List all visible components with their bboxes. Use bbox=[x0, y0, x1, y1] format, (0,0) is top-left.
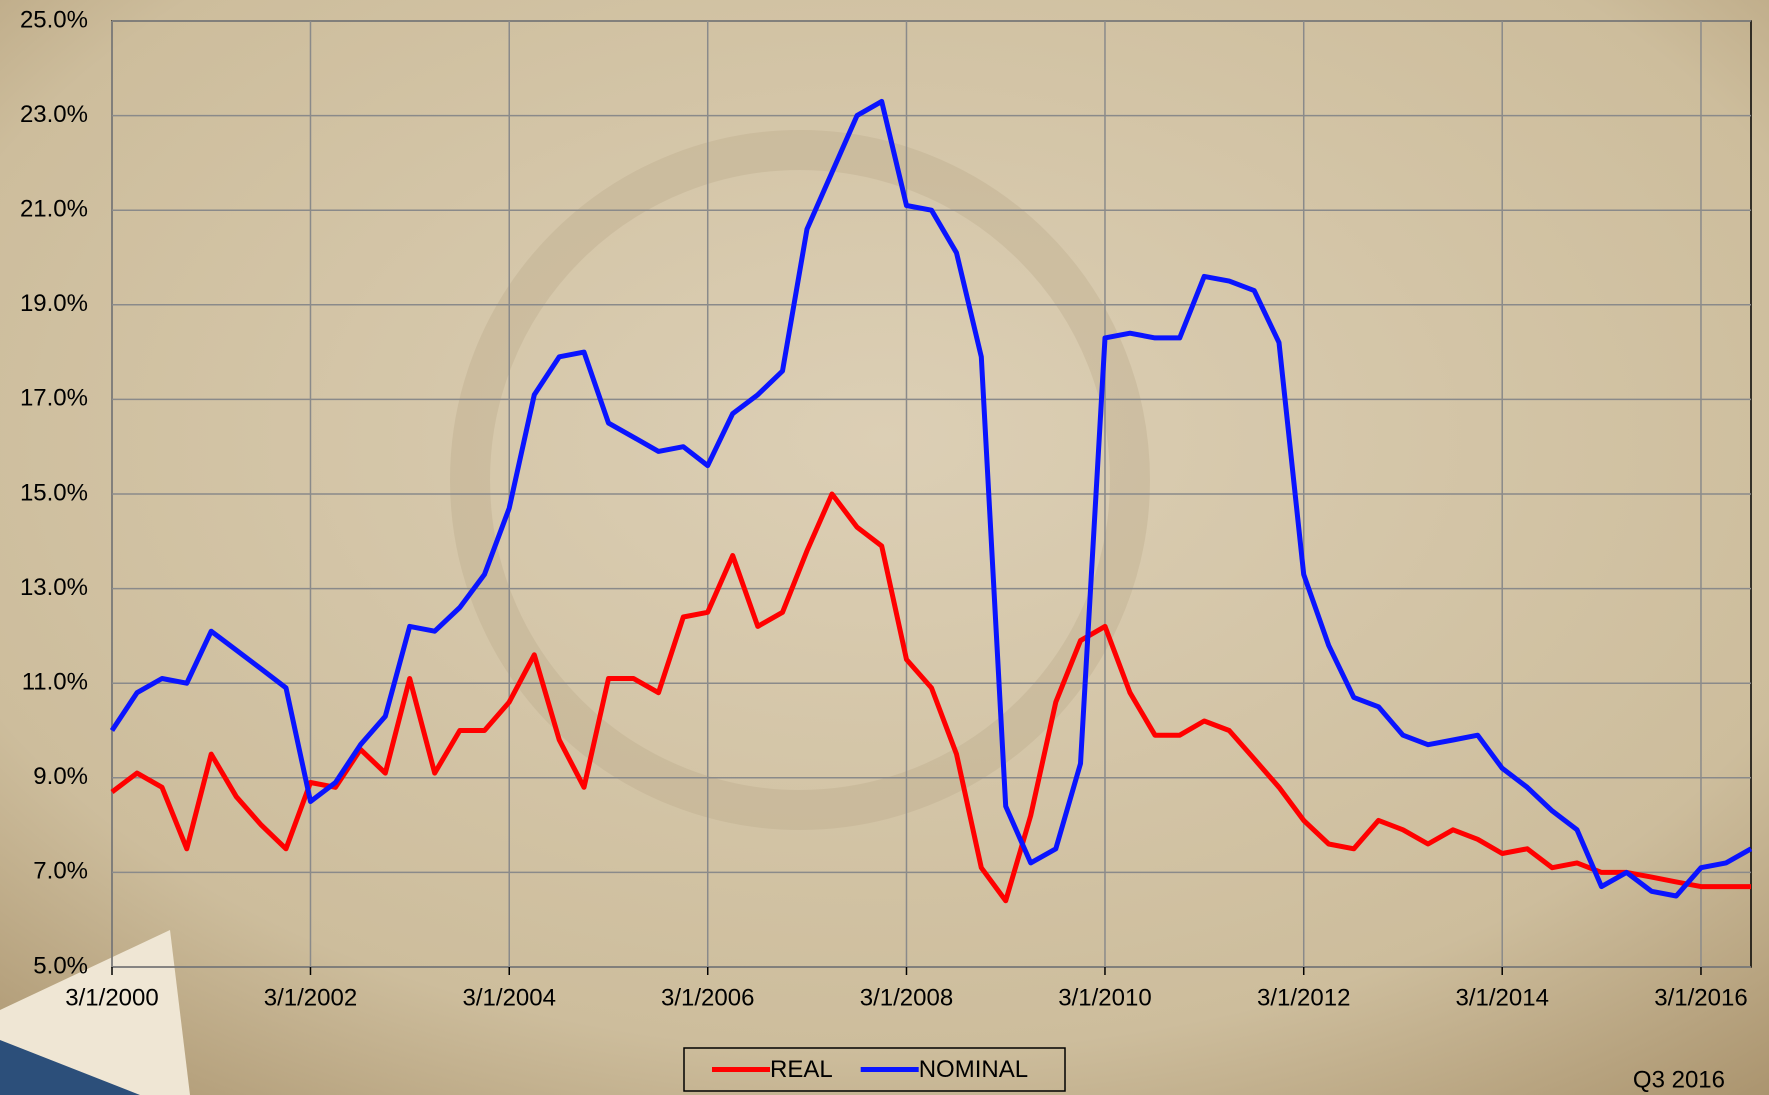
y-tick-label: 13.0% bbox=[20, 574, 88, 601]
legend-label: REAL bbox=[770, 1056, 833, 1083]
y-tick-label: 9.0% bbox=[33, 763, 88, 790]
y-tick-label: 23.0% bbox=[20, 101, 88, 128]
x-tick-label: 3/1/2002 bbox=[264, 984, 357, 1011]
y-tick-label: 19.0% bbox=[20, 290, 88, 317]
y-tick-label: 7.0% bbox=[33, 858, 88, 885]
chart: Q3 2016 5.0% 7.0% 9.0% 11.0% 13.0% 15.0% 17.0%… bbox=[0, 0, 1769, 1095]
x-tick-label: 3/1/2016 bbox=[1654, 984, 1747, 1011]
legend-label: NOMINAL bbox=[919, 1056, 1028, 1083]
annotation: Q3 2016 bbox=[1633, 1066, 1725, 1093]
y-tick-label: 21.0% bbox=[20, 196, 88, 223]
page: Q3 2016 5.0% 7.0% 9.0% 11.0% 13.0% 15.0% 17.0%… bbox=[0, 0, 1769, 1095]
y-tick-label: 5.0% bbox=[33, 952, 88, 979]
y-tick-label: 17.0% bbox=[20, 385, 88, 412]
x-tick-label: 3/1/2010 bbox=[1058, 984, 1151, 1011]
x-tick-label: 3/1/2008 bbox=[860, 984, 953, 1011]
y-tick-label: 11.0% bbox=[22, 669, 88, 696]
x-tick-label: 3/1/2006 bbox=[661, 984, 754, 1011]
y-tick-label: 15.0% bbox=[20, 479, 88, 506]
x-tick-label: 3/1/2000 bbox=[65, 984, 158, 1011]
y-tick-label: 25.0% bbox=[20, 6, 88, 33]
x-tick-label: 3/1/2004 bbox=[463, 984, 556, 1011]
x-tick-label: 3/1/2012 bbox=[1257, 984, 1350, 1011]
x-tick-label: 3/1/2014 bbox=[1456, 984, 1549, 1011]
